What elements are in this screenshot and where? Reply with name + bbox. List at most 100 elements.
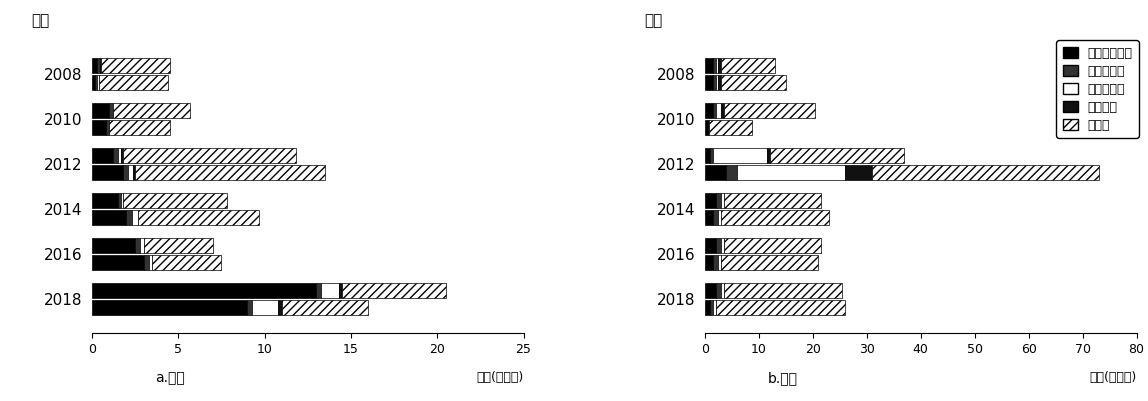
Bar [719, 211, 721, 225]
Bar [715, 300, 845, 315]
Bar [135, 165, 325, 180]
Bar [715, 283, 721, 298]
Bar [767, 148, 769, 162]
Bar [713, 300, 715, 315]
Bar [92, 193, 118, 208]
Bar [153, 255, 222, 270]
Bar [715, 103, 721, 117]
Text: 总额(亿英元): 总额(亿英元) [1089, 371, 1137, 384]
Bar [126, 211, 132, 225]
Bar [113, 103, 191, 117]
Bar [713, 58, 715, 73]
Bar [723, 193, 821, 208]
Bar [99, 75, 168, 90]
Bar [342, 283, 445, 298]
Bar [123, 148, 295, 162]
Bar [129, 165, 133, 180]
Text: 年份: 年份 [31, 13, 49, 28]
Bar [721, 238, 723, 253]
Bar [719, 58, 721, 73]
Bar [721, 103, 723, 117]
Bar [721, 211, 829, 225]
Bar [705, 75, 713, 90]
Bar [708, 120, 752, 135]
Bar [711, 300, 713, 315]
Bar [92, 165, 123, 180]
Text: b.出口: b.出口 [768, 371, 798, 385]
Bar [721, 58, 775, 73]
Bar [705, 238, 715, 253]
Bar [109, 120, 170, 135]
Bar [317, 283, 321, 298]
Bar [769, 148, 905, 162]
Bar [723, 238, 821, 253]
Bar [721, 193, 723, 208]
Bar [711, 148, 713, 162]
Bar [705, 300, 711, 315]
Bar [253, 300, 278, 315]
Bar [92, 58, 98, 73]
Bar [872, 165, 1099, 180]
Bar [845, 165, 872, 180]
Bar [721, 283, 723, 298]
Bar [123, 165, 129, 180]
Bar [715, 58, 719, 73]
Bar [339, 283, 342, 298]
Bar [92, 255, 144, 270]
Bar [101, 58, 170, 73]
Bar [132, 211, 139, 225]
Bar [92, 120, 106, 135]
Bar [737, 165, 845, 180]
Bar [281, 300, 369, 315]
Bar [713, 148, 767, 162]
Bar [705, 103, 713, 117]
Bar [723, 283, 843, 298]
Bar [727, 165, 737, 180]
Bar [713, 75, 715, 90]
Bar [719, 75, 721, 90]
Bar [98, 75, 99, 90]
Bar [715, 238, 721, 253]
Bar [118, 148, 122, 162]
Legend: 矿物质稀土类, 稀土金属类, 混合稀土类, 鈢合金类, 磁铁类: 矿物质稀土类, 稀土金属类, 混合稀土类, 鈢合金类, 磁铁类 [1056, 41, 1139, 138]
Bar [321, 283, 339, 298]
Bar [144, 255, 149, 270]
Bar [705, 165, 727, 180]
Bar [118, 193, 122, 208]
Bar [715, 193, 721, 208]
Bar [713, 103, 715, 117]
Bar [92, 283, 317, 298]
Bar [705, 255, 713, 270]
Bar [144, 238, 212, 253]
Bar [721, 75, 785, 90]
Bar [135, 238, 140, 253]
Bar [721, 255, 819, 270]
Bar [139, 211, 259, 225]
Bar [140, 238, 144, 253]
Bar [705, 283, 715, 298]
Bar [92, 148, 113, 162]
Text: 总额(亿英元): 总额(亿英元) [476, 371, 523, 384]
Bar [713, 255, 719, 270]
Text: 年份: 年份 [644, 13, 662, 28]
Bar [133, 165, 135, 180]
Bar [705, 211, 713, 225]
Bar [92, 103, 109, 117]
Bar [122, 193, 123, 208]
Bar [149, 255, 153, 270]
Bar [723, 103, 815, 117]
Bar [106, 120, 109, 135]
Bar [92, 75, 95, 90]
Bar [247, 300, 253, 315]
Bar [109, 103, 113, 117]
Bar [95, 75, 98, 90]
Bar [713, 211, 719, 225]
Bar [123, 193, 226, 208]
Bar [278, 300, 281, 315]
Bar [715, 75, 719, 90]
Bar [122, 148, 123, 162]
Bar [705, 58, 713, 73]
Text: a.进口: a.进口 [155, 371, 185, 385]
Bar [98, 58, 99, 73]
Bar [719, 255, 721, 270]
